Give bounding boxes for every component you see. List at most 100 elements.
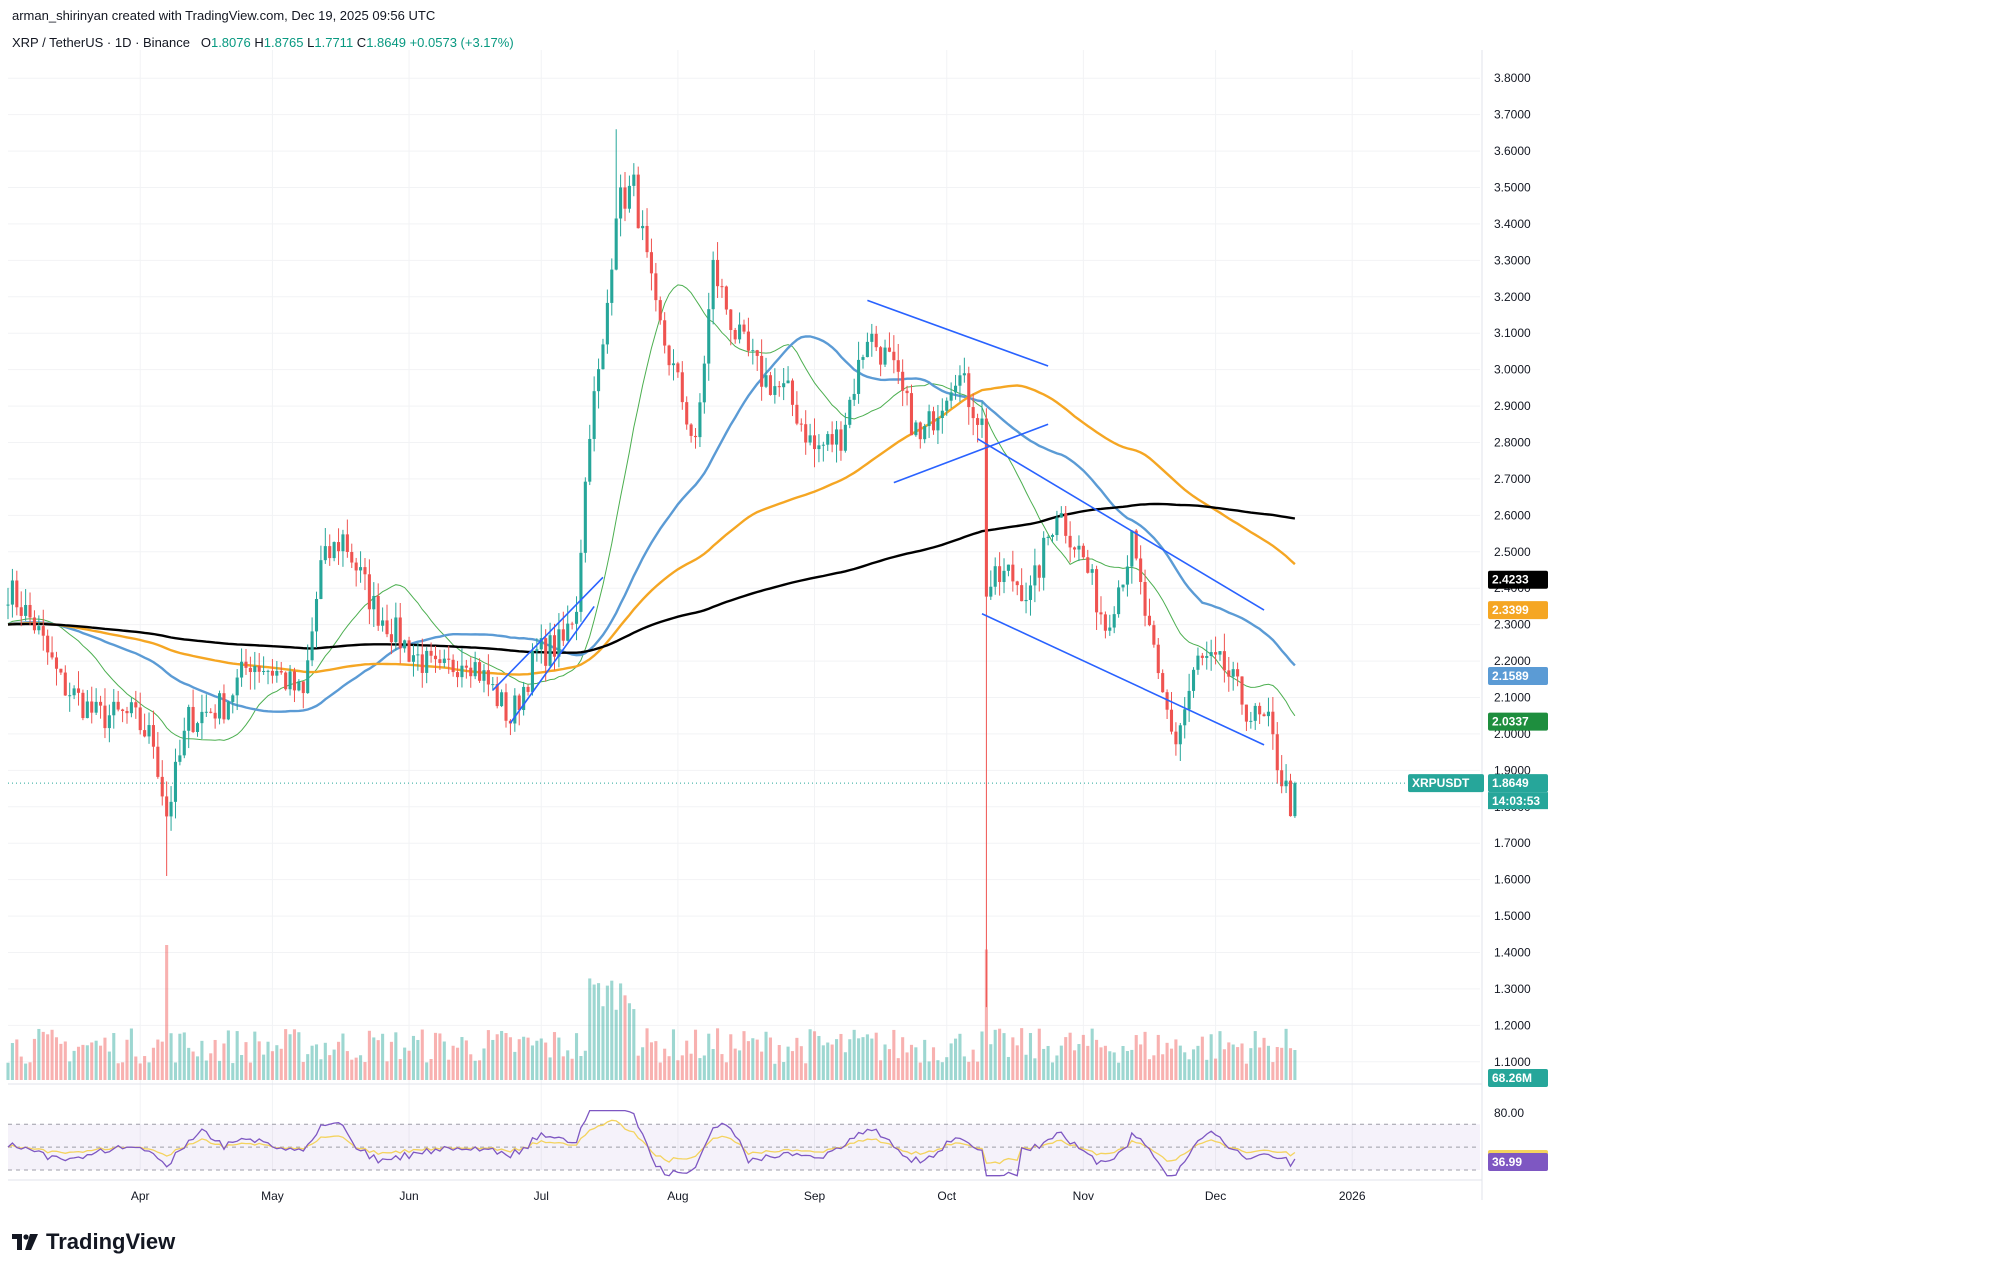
volume-bar	[1275, 1047, 1279, 1080]
volume-bar	[958, 1033, 962, 1080]
candle-body	[240, 661, 244, 678]
volume-bar	[85, 1045, 89, 1080]
symbol-info-bar[interactable]: XRP / TetherUS · 1D · Binance O1.8076 H1…	[12, 35, 514, 50]
price-tick-label: 1.1000	[1494, 1055, 1531, 1069]
volume-bar	[209, 1053, 213, 1080]
volume-bar	[1086, 1045, 1090, 1080]
volume-bar	[711, 1049, 715, 1080]
candle-body	[19, 607, 23, 616]
volume-bar	[403, 1047, 407, 1080]
ma-price-label-text: 2.3399	[1492, 603, 1529, 617]
volume-bar	[914, 1047, 918, 1080]
price-axis[interactable]: 3.8000 3.7000 3.6000 3.5000 3.4000 3.3000 3.20…	[1481, 50, 1531, 1200]
last-price-label-text: 1.8649	[1492, 776, 1529, 790]
volume-bar	[10, 1043, 14, 1080]
tradingview-logo[interactable]: TradingView	[12, 1229, 175, 1255]
candle-body	[1055, 517, 1059, 536]
candle-body	[151, 725, 155, 747]
candle-body	[469, 667, 473, 677]
volume-bar	[610, 980, 614, 1080]
ma-price-label-text: 2.1589	[1492, 669, 1529, 683]
candle-body	[372, 595, 376, 610]
volume-bar	[980, 1031, 984, 1080]
candle-body	[253, 665, 257, 673]
volume-bar	[1187, 1059, 1191, 1080]
candle-body	[1196, 655, 1200, 670]
candle-body	[182, 730, 186, 756]
candle-body	[165, 796, 169, 817]
volume-bar	[777, 1045, 781, 1080]
candle-body	[861, 357, 865, 360]
volume-bar	[1178, 1045, 1182, 1080]
candle-body	[244, 661, 248, 668]
volume-bar	[59, 1043, 63, 1080]
candle-body	[495, 684, 499, 707]
candle-body	[81, 692, 85, 719]
candle-body	[676, 363, 680, 373]
volume-bar	[191, 1051, 195, 1080]
price-tick-label: 3.6000	[1494, 144, 1531, 158]
candle-body	[482, 670, 486, 681]
candle-body	[945, 400, 949, 411]
ma-price-label: 2.0337	[1488, 712, 1548, 731]
candle-body	[632, 174, 636, 186]
volume-bar	[94, 1040, 98, 1080]
candle-body	[1125, 566, 1129, 585]
volume-bar	[1227, 1042, 1231, 1080]
candle-body	[367, 574, 371, 610]
volume-bar	[1152, 1055, 1156, 1080]
candle-body	[883, 347, 887, 365]
candle-body	[561, 629, 565, 641]
open-label: O	[200, 35, 211, 50]
volume-bar	[786, 1046, 790, 1080]
time-axis[interactable]: Apr May Jun Jul Aug Sep Oct Nov Dec 2026	[8, 1179, 1482, 1203]
candle-body	[1244, 704, 1248, 722]
countdown-label: 14:03:53	[1488, 792, 1548, 810]
candle-body	[134, 702, 138, 708]
volume-bar	[125, 1039, 129, 1080]
volume-bar	[253, 1031, 257, 1080]
volume-bar	[720, 1054, 724, 1080]
volume-bar	[539, 1038, 543, 1080]
candle-body	[1284, 780, 1288, 787]
candle-body	[1121, 584, 1125, 588]
candle-body	[1112, 614, 1116, 628]
volume-bar	[195, 1056, 200, 1080]
volume-bar	[676, 1060, 680, 1080]
rsi-pane	[7, 1083, 1482, 1177]
candle-body	[698, 402, 702, 438]
volume-bar	[1253, 1031, 1257, 1080]
candle-body	[716, 259, 720, 287]
candle-body	[359, 567, 363, 571]
candle-body	[711, 259, 715, 310]
volume-bar	[1046, 1045, 1050, 1080]
symbol-name[interactable]: XRP / TetherUS · 1D · Binance	[12, 35, 190, 50]
volume-bar	[1288, 1048, 1293, 1080]
candle-body	[209, 711, 213, 713]
volume-bar	[623, 995, 627, 1080]
volume-bar	[835, 1039, 839, 1080]
candle-body	[940, 410, 944, 419]
candle-body	[204, 711, 208, 713]
ma-price-label: 2.1589	[1488, 667, 1548, 686]
candle-body	[15, 580, 19, 608]
candle-body	[852, 393, 856, 400]
volume-bar	[857, 1038, 861, 1080]
candle-body	[169, 801, 173, 817]
candle-body	[1209, 652, 1213, 656]
volume-bar	[508, 1037, 512, 1080]
candle-body	[566, 623, 570, 641]
trendlines[interactable]	[492, 299, 1265, 746]
volume-bar	[896, 1058, 900, 1080]
volume-bar	[901, 1037, 905, 1080]
candle-body	[751, 350, 755, 352]
change-value: +0.0573 (+3.17%)	[409, 35, 514, 50]
volume-bar	[24, 1063, 28, 1080]
tradingview-logo-text: TradingView	[46, 1229, 176, 1254]
ma-price-label-text: 2.0337	[1492, 715, 1529, 729]
candle-body	[949, 392, 953, 401]
candle-body	[442, 658, 446, 664]
volume-bar	[601, 1006, 605, 1080]
candle-body	[927, 411, 931, 427]
